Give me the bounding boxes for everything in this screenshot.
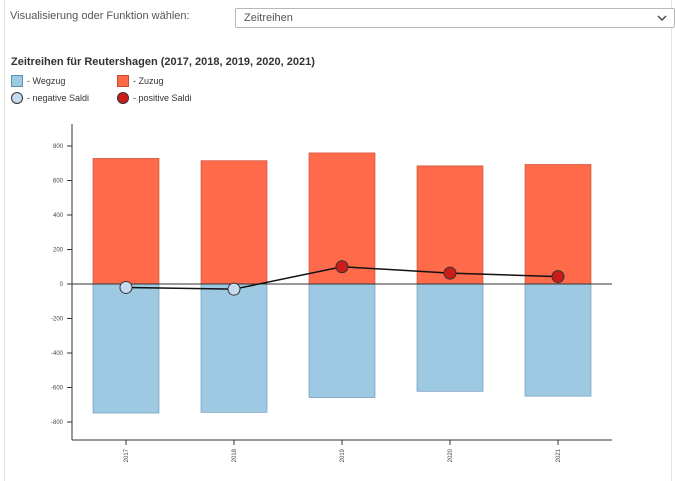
legend-label-wegzug: - Wegzug: [27, 76, 66, 86]
saldo-point-positive: [335, 260, 349, 274]
legend-label-positive-saldi: - positive Saldi: [133, 93, 192, 103]
chart-plot: 800 600 400 200 0 -200 -400 -600 -800 2017 2018 201…: [51, 124, 612, 462]
y-tick-label: -600: [51, 386, 64, 392]
bar-wegzug: [92, 283, 160, 414]
legend-swatch-positive-saldi: [117, 92, 129, 104]
x-tick-label: 2017: [124, 448, 130, 462]
x-tick-label: 2021: [556, 448, 562, 462]
y-tick-label: 200: [53, 248, 64, 254]
saldo-point-negative: [227, 282, 241, 296]
bar-wegzug: [200, 283, 268, 413]
bar-zuzug: [416, 165, 484, 285]
bar-zuzug: [200, 160, 268, 285]
saldo-point-positive: [443, 266, 457, 280]
bar-zuzug: [92, 158, 160, 285]
y-tick-label: 0: [60, 282, 64, 288]
y-tick-label: -200: [51, 317, 64, 323]
y-tick-label: -800: [51, 420, 64, 426]
legend-swatch-negative-saldi: [11, 92, 23, 104]
visualization-control: Visualisierung oder Funktion wählen: Zei…: [6, 0, 675, 32]
bar-wegzug: [308, 283, 376, 398]
chart-title: Zeitreihen für Reutershagen (2017, 2018,…: [11, 56, 315, 68]
visualization-select-label: Visualisierung oder Funktion wählen:: [10, 10, 190, 22]
bar-wegzug: [524, 283, 592, 397]
legend-swatch-wegzug: [11, 75, 23, 87]
y-tick-label: 800: [53, 144, 64, 150]
y-tick-label: 600: [53, 179, 64, 185]
x-tick-label: 2020: [448, 448, 454, 462]
legend-swatch-zuzug: [117, 75, 129, 87]
x-tick-label: 2019: [340, 448, 346, 462]
bar-wegzug: [416, 283, 484, 392]
y-tick-label: 400: [53, 213, 64, 219]
saldo-point-negative: [119, 280, 133, 294]
visualization-select[interactable]: Zeitreihen: [235, 8, 675, 28]
chevron-down-icon: [657, 15, 667, 21]
legend-label-zuzug: - Zuzug: [133, 76, 164, 86]
visualization-select-value: Zeitreihen: [244, 12, 293, 24]
right-border: [671, 0, 672, 481]
bar-zuzug: [524, 164, 592, 285]
chart-legend: - Wegzug - Zuzug - negative Saldi - posi…: [11, 75, 311, 107]
legend-label-negative-saldi: - negative Saldi: [27, 93, 90, 103]
left-border: [4, 0, 5, 481]
x-tick-label: 2018: [232, 448, 238, 462]
saldo-point-positive: [551, 270, 565, 284]
y-tick-label: -400: [51, 351, 64, 357]
